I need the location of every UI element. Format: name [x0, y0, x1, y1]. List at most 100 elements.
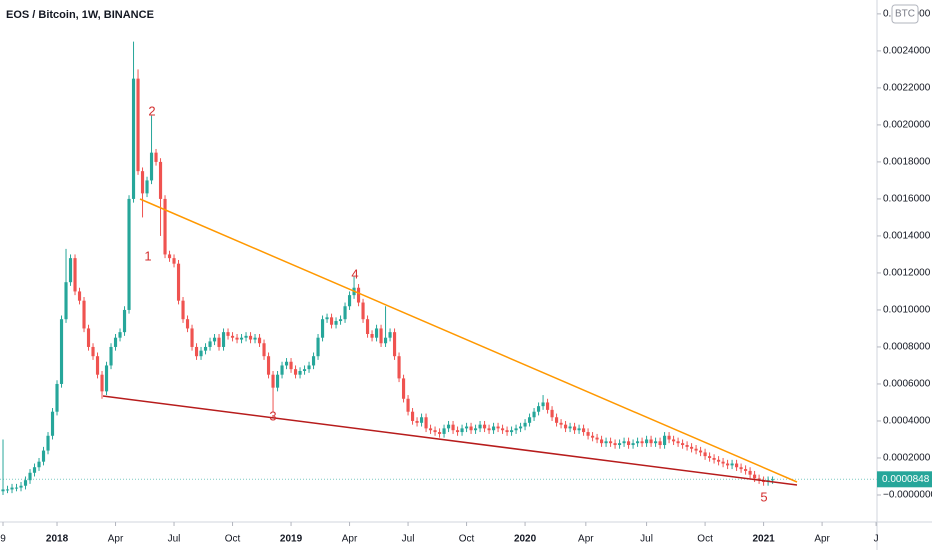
y-tick-label: 0.0014000 — [883, 231, 931, 242]
candle-body — [437, 432, 442, 434]
candle-body — [14, 487, 19, 489]
candle-body — [262, 343, 266, 357]
candle-body — [275, 374, 280, 388]
candle-body — [266, 356, 271, 375]
candle-body — [230, 335, 235, 338]
candle-body — [451, 424, 455, 431]
candle-body — [50, 411, 55, 436]
y-tick-label: 0.0006000 — [883, 379, 931, 390]
candle-body — [145, 180, 149, 194]
candle-body — [185, 319, 190, 329]
candle-body — [1, 489, 5, 492]
candle-body — [289, 361, 293, 370]
candle-body — [307, 365, 311, 370]
currency-button[interactable] — [891, 4, 919, 24]
candle-body — [221, 332, 226, 347]
candle-body — [464, 426, 469, 429]
candle-body — [127, 198, 131, 310]
y-tick-label: 0.0018000 — [883, 157, 931, 168]
wave-annotation: 5 — [760, 489, 767, 504]
y-tick-label: 0.0016000 — [883, 194, 931, 205]
candle-body — [500, 428, 505, 431]
candle-body — [676, 441, 680, 444]
candle-body — [744, 469, 748, 471]
candle-body — [226, 332, 230, 336]
candle-body — [149, 152, 154, 181]
candle-body — [95, 356, 100, 375]
candle-body — [311, 356, 316, 366]
candle-body — [617, 443, 622, 446]
wave-annotation: 2 — [148, 103, 155, 118]
candle-body — [523, 422, 527, 427]
candle-body — [514, 428, 518, 431]
candle-body — [505, 430, 509, 433]
candle-body — [194, 346, 199, 357]
candle-body — [379, 328, 383, 344]
candle-body — [581, 428, 586, 433]
candle-body — [608, 441, 613, 444]
candle-body — [590, 435, 595, 438]
y-tick-label: 0.0008000 — [883, 342, 931, 353]
y-tick-label: 0.0024000 — [883, 46, 931, 57]
candle-body — [496, 426, 500, 429]
candle-body — [325, 317, 329, 320]
lower-trendline — [102, 395, 798, 486]
candle-body — [433, 430, 437, 433]
currency-button-label[interactable]: BTC — [895, 9, 915, 20]
candle-body — [64, 282, 68, 320]
candle-body — [518, 426, 523, 429]
candle-body — [627, 441, 631, 446]
candle-body — [771, 479, 775, 481]
candle-body — [554, 417, 559, 423]
candle-body — [41, 450, 46, 462]
candle-body — [663, 435, 667, 446]
candle-body — [370, 333, 374, 338]
candle-body — [356, 287, 361, 303]
candle-body — [487, 428, 491, 431]
candle-body — [699, 450, 703, 453]
candle-body — [473, 428, 478, 431]
candle-body — [338, 319, 343, 322]
y-tick-label: 0.0004000 — [883, 416, 931, 427]
candle-body — [469, 426, 473, 431]
candle-body — [257, 337, 262, 344]
candle-body — [726, 463, 730, 466]
candle-body — [167, 254, 172, 259]
upper-trendline — [139, 198, 798, 483]
x-tick-label: Apr — [814, 534, 830, 545]
wave-annotation: 3 — [269, 408, 276, 423]
candle-body — [334, 321, 338, 325]
candle-body — [284, 361, 289, 366]
candle-body — [672, 439, 676, 442]
candle-body — [113, 337, 118, 347]
candle-body — [158, 161, 163, 199]
y-tick-label: 0.0022000 — [883, 83, 931, 94]
candle-body — [397, 356, 401, 379]
candle-body — [690, 446, 694, 449]
candle-body — [86, 328, 91, 347]
candle-body — [631, 443, 635, 446]
candle-body — [649, 439, 653, 444]
candle-body — [302, 369, 307, 372]
candle-body — [100, 374, 104, 392]
x-tick-label: 2019 — [280, 534, 303, 545]
x-tick-label: Oct — [225, 534, 241, 545]
candle-body — [37, 461, 41, 468]
candle-body — [176, 263, 181, 301]
candle-body — [586, 432, 590, 436]
candle-body — [563, 424, 568, 429]
x-tick-label: Jul — [402, 534, 415, 545]
candle-body — [478, 424, 482, 429]
candle-body — [406, 398, 410, 412]
candle-body — [190, 328, 194, 347]
candle-body — [235, 337, 239, 340]
candle-body — [419, 417, 424, 423]
x-tick-label: 9 — [0, 534, 6, 545]
candle-body — [599, 439, 604, 444]
candle-body — [77, 291, 82, 301]
candle-body — [253, 337, 257, 340]
candle-body — [509, 430, 514, 433]
x-tick-label: Oct — [459, 534, 475, 545]
x-tick-label: 2021 — [752, 534, 775, 545]
